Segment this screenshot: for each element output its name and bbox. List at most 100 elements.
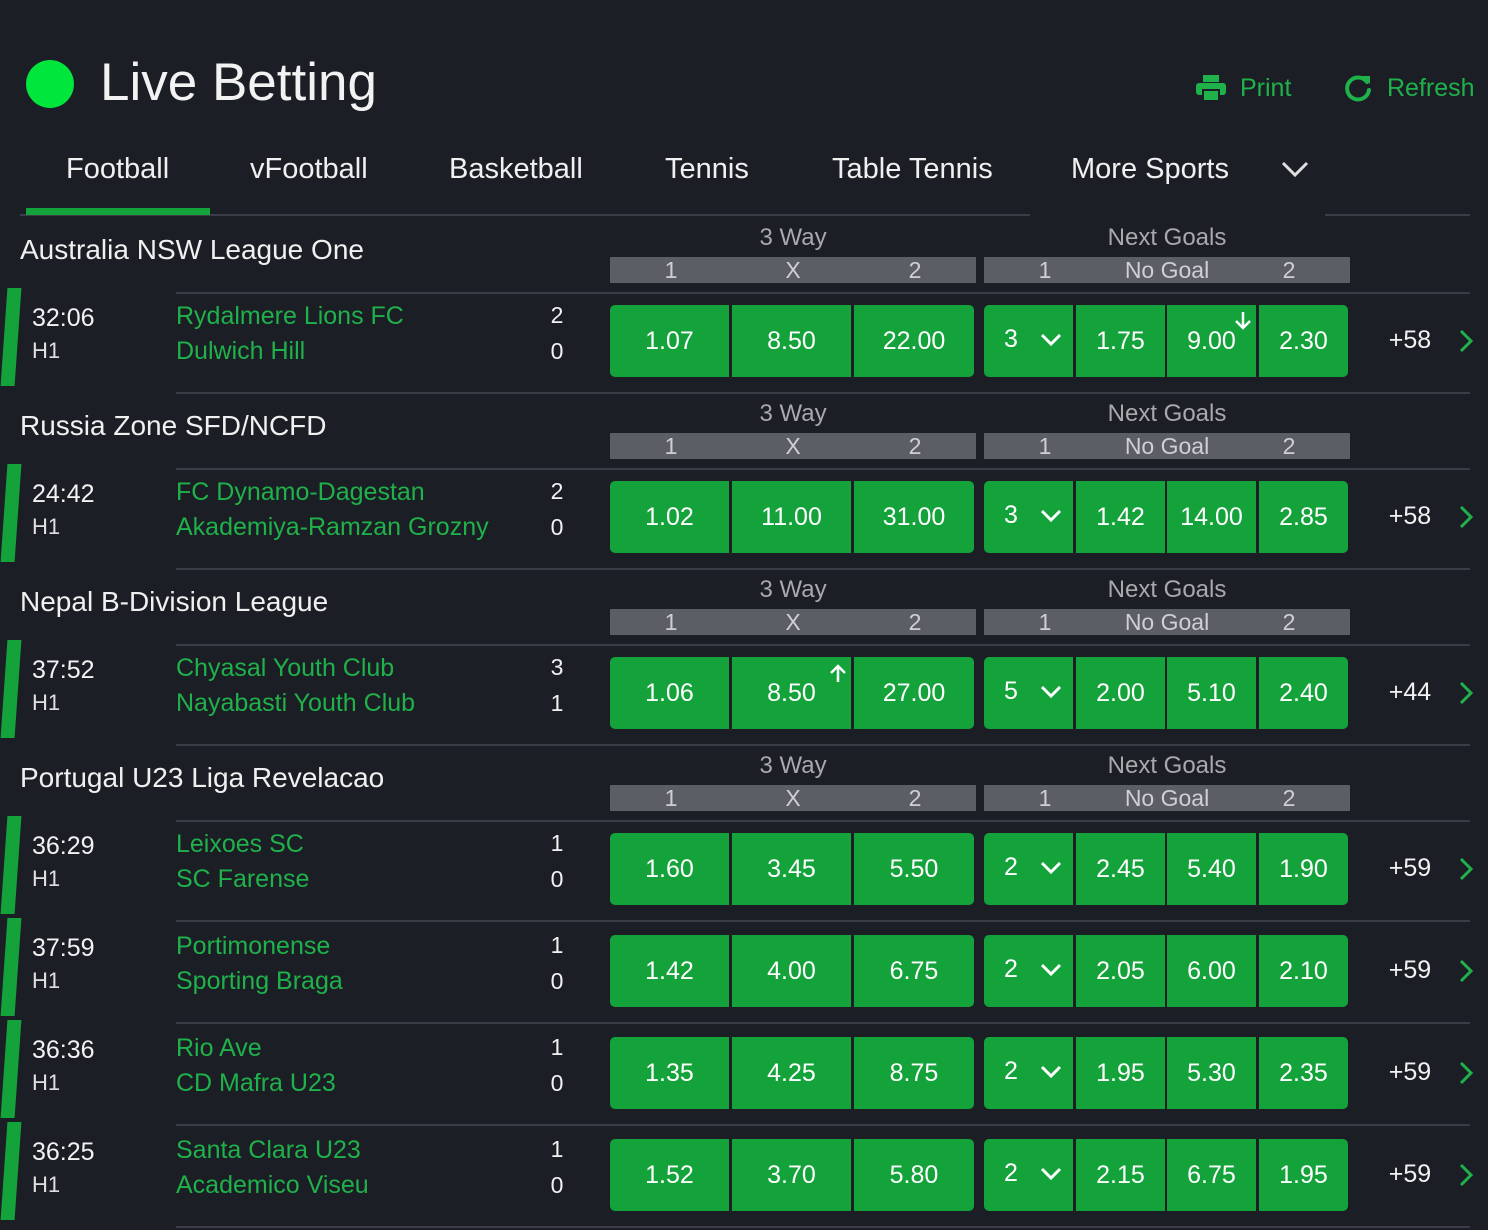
- odds-home-win-button[interactable]: 1.42: [610, 935, 729, 1007]
- odds-next-goal-away-button[interactable]: 2.35: [1259, 1037, 1348, 1109]
- odds-draw-button[interactable]: 8.50: [732, 305, 851, 377]
- chevron-right-icon[interactable]: [1458, 958, 1474, 984]
- odds-home-win-button[interactable]: 1.60: [610, 833, 729, 905]
- odds-home-win-button[interactable]: 1.02: [610, 481, 729, 553]
- odds-no-goal-button[interactable]: 5.40: [1167, 833, 1256, 905]
- odds-no-goal-button[interactable]: 6.00: [1167, 935, 1256, 1007]
- home-team-name[interactable]: Santa Clara U23: [176, 1136, 361, 1164]
- away-team-name[interactable]: Dulwich Hill: [176, 337, 306, 365]
- more-markets-count[interactable]: +59: [1388, 854, 1432, 882]
- odds-away-win-button[interactable]: 31.00: [854, 481, 974, 553]
- match-live-accent: [0, 464, 22, 562]
- more-markets-count[interactable]: +58: [1388, 502, 1432, 530]
- goal-line-select[interactable]: 2: [984, 935, 1073, 1007]
- odds-away-win-button[interactable]: 27.00: [854, 657, 974, 729]
- odds-next-goal-home-button[interactable]: 2.00: [1076, 657, 1165, 729]
- chevron-right-icon[interactable]: [1458, 1060, 1474, 1086]
- goal-line-select[interactable]: 2: [984, 1139, 1073, 1211]
- chevron-right-icon[interactable]: [1458, 1162, 1474, 1188]
- odds-away-win-button[interactable]: 5.80: [854, 1139, 974, 1211]
- odds-no-goal-button[interactable]: 14.00: [1167, 481, 1256, 553]
- home-team-name[interactable]: FC Dynamo-Dagestan: [176, 478, 425, 506]
- tab-more-sports[interactable]: More Sports: [1071, 153, 1229, 185]
- odds-next-goal-home-button[interactable]: 2.05: [1076, 935, 1165, 1007]
- chevron-right-icon[interactable]: [1458, 504, 1474, 530]
- home-team-name[interactable]: Chyasal Youth Club: [176, 654, 395, 682]
- odds-home-win-button[interactable]: 1.07: [610, 305, 729, 377]
- match-clock: 36:36: [32, 1036, 95, 1064]
- chevron-right-icon[interactable]: [1458, 328, 1474, 354]
- goal-line-select[interactable]: 5: [984, 657, 1073, 729]
- odds-no-goal-button[interactable]: 9.00: [1167, 305, 1256, 377]
- odds-home-win-button[interactable]: 1.35: [610, 1037, 729, 1109]
- away-team-name[interactable]: Sporting Braga: [176, 967, 343, 995]
- odds-next-goal-away-button[interactable]: 2.85: [1259, 481, 1348, 553]
- tab-vfootball[interactable]: vFootball: [250, 153, 368, 185]
- odds-no-goal-button[interactable]: 6.75: [1167, 1139, 1256, 1211]
- chevron-down-icon[interactable]: [1278, 154, 1312, 184]
- odds-next-goal-away-button[interactable]: 2.30: [1259, 305, 1348, 377]
- next-goals-column-bar: 1 No Goal 2: [984, 433, 1350, 459]
- odds-next-goal-home-button[interactable]: 2.45: [1076, 833, 1165, 905]
- match-period: H1: [32, 338, 61, 363]
- odds-draw-button[interactable]: 8.50: [732, 657, 851, 729]
- more-markets-count[interactable]: +58: [1388, 326, 1432, 354]
- goal-line-select[interactable]: 2: [984, 833, 1073, 905]
- more-markets-count[interactable]: +59: [1388, 1160, 1432, 1188]
- odds-next-goal-away-button[interactable]: 2.10: [1259, 935, 1348, 1007]
- print-button[interactable]: Print: [1196, 70, 1291, 106]
- away-team-name[interactable]: SC Farense: [176, 865, 310, 893]
- market-column-label: 2: [1282, 609, 1296, 635]
- odds-away-win-button[interactable]: 5.50: [854, 833, 974, 905]
- tabs-divider: [20, 214, 1030, 216]
- three-way-column-bar: 1 X 2: [610, 609, 976, 635]
- odds-next-goal-home-button[interactable]: 2.15: [1076, 1139, 1165, 1211]
- odds-draw-button[interactable]: 4.00: [732, 935, 851, 1007]
- more-markets-count[interactable]: +59: [1388, 956, 1432, 984]
- tab-basketball[interactable]: Basketball: [449, 153, 583, 185]
- goal-line-select[interactable]: 3: [984, 481, 1073, 553]
- refresh-button[interactable]: Refresh: [1343, 70, 1475, 106]
- tab-table-tennis[interactable]: Table Tennis: [832, 153, 993, 185]
- odds-draw-button[interactable]: 3.70: [732, 1139, 851, 1211]
- more-markets-count[interactable]: +59: [1388, 1058, 1432, 1086]
- odds-next-goal-home-button[interactable]: 1.95: [1076, 1037, 1165, 1109]
- chevron-right-icon[interactable]: [1458, 680, 1474, 706]
- odds-next-goal-away-button[interactable]: 1.90: [1259, 833, 1348, 905]
- odds-next-goal-away-button[interactable]: 2.40: [1259, 657, 1348, 729]
- away-team-name[interactable]: CD Mafra U23: [176, 1069, 336, 1097]
- tabs-divider: [1325, 214, 1470, 216]
- odds-next-goal-away-button[interactable]: 1.95: [1259, 1139, 1348, 1211]
- home-team-name[interactable]: Rio Ave: [176, 1034, 262, 1062]
- away-team-name[interactable]: Academico Viseu: [176, 1171, 369, 1199]
- away-team-name[interactable]: Akademiya-Ramzan Grozny: [176, 513, 489, 541]
- tab-football[interactable]: Football: [66, 153, 170, 185]
- odds-away-win-button[interactable]: 6.75: [854, 935, 974, 1007]
- market-column-label: 1: [664, 785, 678, 811]
- odds-draw-button[interactable]: 3.45: [732, 833, 851, 905]
- market-column-label: No Goal: [1124, 257, 1210, 283]
- odds-home-win-button[interactable]: 1.06: [610, 657, 729, 729]
- goal-line-select[interactable]: 2: [984, 1037, 1073, 1109]
- tab-tennis[interactable]: Tennis: [665, 153, 749, 185]
- odds-away-win-button[interactable]: 8.75: [854, 1037, 974, 1109]
- odds-next-goal-home-button[interactable]: 1.42: [1076, 481, 1165, 553]
- match-period: H1: [32, 968, 61, 993]
- away-team-name[interactable]: Nayabasti Youth Club: [176, 689, 416, 717]
- odds-no-goal-button[interactable]: 5.10: [1167, 657, 1256, 729]
- home-team-name[interactable]: Portimonense: [176, 932, 331, 960]
- goal-line-select[interactable]: 3: [984, 305, 1073, 377]
- odds-home-win-button[interactable]: 1.52: [610, 1139, 729, 1211]
- odds-draw-button[interactable]: 4.25: [732, 1037, 851, 1109]
- more-markets-count[interactable]: +44: [1388, 678, 1432, 706]
- odds-draw-button[interactable]: 11.00: [732, 481, 851, 553]
- odds-next-goal-home-button[interactable]: 1.75: [1076, 305, 1165, 377]
- home-team-name[interactable]: Leixoes SC: [176, 830, 304, 858]
- home-score: 1: [550, 1136, 564, 1162]
- odds-no-goal-button[interactable]: 5.30: [1167, 1037, 1256, 1109]
- home-team-name[interactable]: Rydalmere Lions FC: [176, 302, 404, 330]
- chevron-right-icon[interactable]: [1458, 856, 1474, 882]
- market-column-label: 2: [1282, 785, 1296, 811]
- odds-away-win-button[interactable]: 22.00: [854, 305, 974, 377]
- match-period: H1: [32, 1172, 61, 1197]
